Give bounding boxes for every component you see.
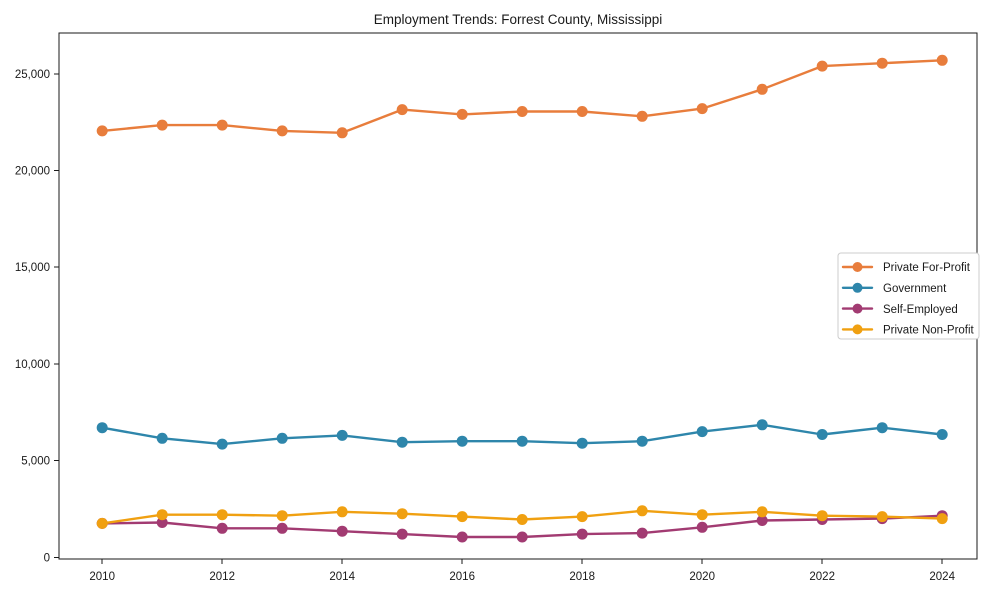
x-tick-label: 2012 [209, 571, 235, 583]
data-point-government [816, 429, 828, 440]
series-private-non-profit [96, 505, 948, 529]
data-point-government [756, 419, 768, 431]
legend-label: Private Non-Profit [883, 325, 975, 337]
data-point-private-for-profit [276, 125, 288, 137]
data-point-private-for-profit [576, 106, 588, 117]
legend-box [837, 252, 980, 340]
data-point-government [516, 435, 528, 447]
data-point-private-for-profit [876, 57, 888, 69]
y-tick-label: 25,000 [15, 69, 50, 81]
legend: Private For-Profit Government Self-Employe… [837, 252, 980, 340]
data-point-private-non-profit [336, 506, 348, 518]
data-point-self-employed [696, 521, 708, 533]
x-tick-label: 2014 [329, 571, 355, 583]
data-point-private-non-profit [216, 509, 228, 521]
data-point-government [876, 422, 888, 434]
legend-label: Private For-Profit [883, 262, 971, 274]
data-point-self-employed [456, 531, 468, 543]
legend-item-government: Government [841, 282, 947, 295]
y-tick-label: 5,000 [21, 456, 50, 468]
data-point-private-for-profit [636, 110, 648, 122]
data-point-private-non-profit [276, 510, 288, 522]
legend-label: Self-Employed [883, 304, 958, 316]
data-point-self-employed [336, 525, 348, 537]
x-tick-label: 2020 [689, 571, 715, 583]
data-point-government [276, 432, 288, 444]
data-point-private-non-profit [96, 517, 108, 529]
data-point-self-employed [156, 517, 168, 528]
series-government [96, 419, 948, 450]
x-tick-label: 2022 [809, 571, 835, 583]
data-point-private-non-profit [156, 509, 168, 521]
data-point-private-for-profit [396, 104, 408, 116]
data-point-self-employed [576, 528, 588, 540]
data-point-private-non-profit [696, 509, 708, 521]
data-point-private-for-profit [516, 106, 528, 117]
data-point-government [936, 429, 948, 440]
data-point-private-non-profit [876, 511, 888, 523]
data-point-private-for-profit [936, 54, 948, 66]
legend-handle-marker [852, 282, 863, 293]
legend-handle-marker [852, 262, 863, 272]
data-point-private-for-profit [336, 127, 348, 139]
legend-item-self-employed: Self-Employed [841, 303, 958, 316]
data-point-private-for-profit [816, 60, 828, 72]
series-private-for-profit [96, 54, 948, 139]
data-point-private-non-profit [936, 513, 948, 525]
data-point-government [156, 432, 168, 444]
data-point-self-employed [396, 528, 408, 540]
data-point-private-non-profit [516, 514, 528, 525]
data-point-private-for-profit [696, 103, 708, 115]
data-point-private-non-profit [636, 505, 648, 517]
data-point-government [96, 422, 108, 434]
x-axis: 2010 2012 2014 2016 2018 2020 2022 2024 [89, 559, 956, 583]
data-point-private-non-profit [756, 506, 768, 518]
legend-label: Government [883, 283, 947, 295]
data-point-government [216, 438, 228, 450]
data-point-government [396, 436, 408, 448]
data-point-self-employed [516, 531, 528, 543]
data-point-private-for-profit [756, 83, 768, 95]
y-tick-label: 0 [44, 552, 50, 564]
data-point-government [576, 437, 588, 449]
data-point-private-non-profit [396, 508, 408, 520]
data-point-private-for-profit [216, 119, 228, 131]
data-point-private-non-profit [456, 511, 468, 523]
data-point-government [696, 426, 708, 438]
y-tick-label: 20,000 [15, 165, 50, 177]
chart-title: Employment Trends: Forrest County, Missi… [374, 12, 663, 27]
x-tick-label: 2024 [929, 571, 955, 583]
data-point-self-employed [276, 522, 288, 534]
y-axis: 0 5,000 10,000 15,000 20,000 25,000 [15, 69, 59, 564]
legend-item-private-non-profit: Private Non-Profit [841, 324, 975, 337]
data-point-government [336, 429, 348, 441]
data-point-government [456, 435, 468, 447]
series-line-private-for-profit [101, 59, 944, 134]
legend-handle-marker [852, 303, 863, 314]
data-point-private-for-profit [456, 108, 468, 120]
data-point-government [636, 435, 648, 447]
legend-handle-marker [852, 324, 863, 335]
data-point-self-employed [756, 515, 768, 526]
data-point-private-for-profit [156, 119, 168, 131]
data-point-private-non-profit [816, 510, 828, 522]
x-tick-label: 2016 [449, 571, 475, 583]
x-tick-label: 2018 [569, 571, 595, 583]
x-tick-label: 2010 [89, 571, 115, 583]
y-tick-label: 15,000 [15, 262, 50, 274]
legend-item-private-for-profit: Private For-Profit [841, 262, 971, 274]
data-point-self-employed [216, 522, 228, 534]
y-tick-label: 10,000 [15, 359, 50, 371]
data-point-private-non-profit [576, 511, 588, 523]
data-point-private-for-profit [96, 125, 108, 137]
data-point-self-employed [636, 527, 648, 539]
